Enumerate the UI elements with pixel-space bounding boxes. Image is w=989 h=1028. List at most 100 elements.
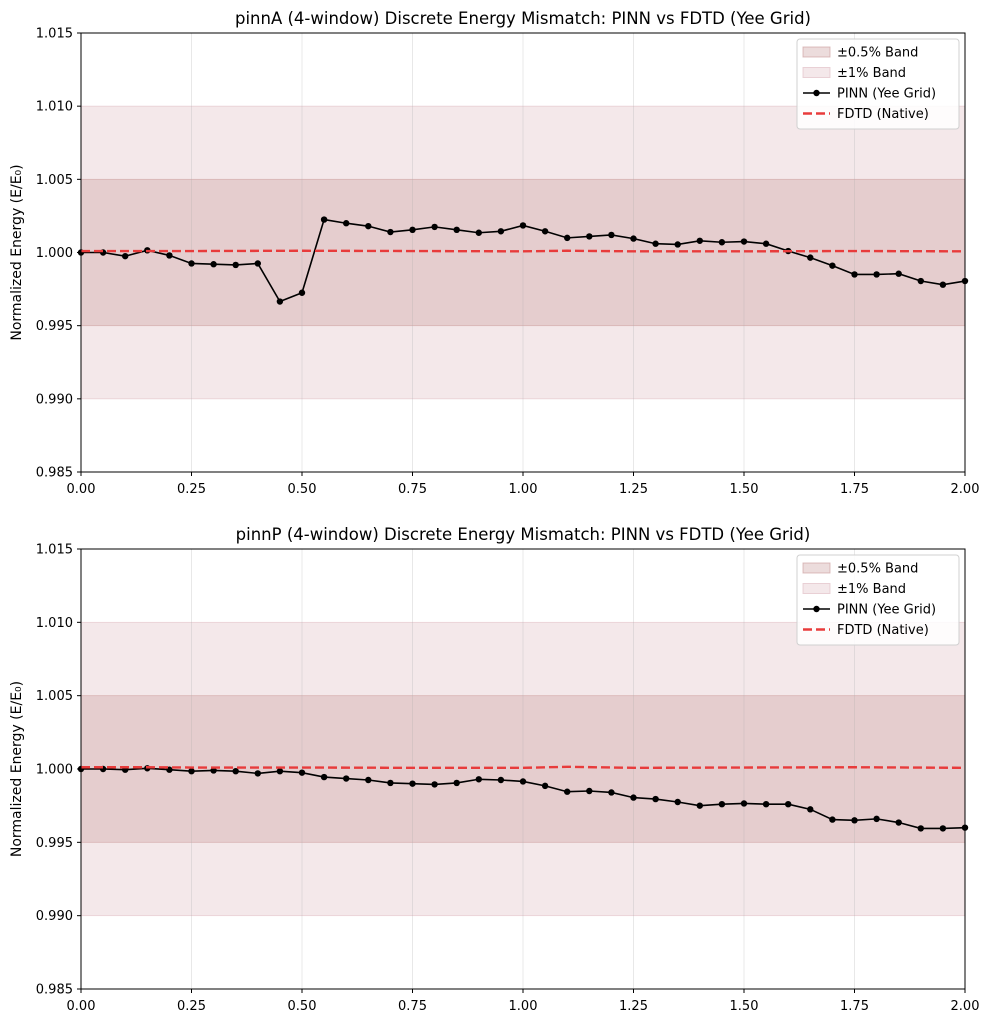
legend-box <box>796 38 960 130</box>
y-axis-label: Normalized Energy (E/E₀) <box>9 681 25 857</box>
data-point <box>365 776 372 784</box>
data-point <box>564 788 571 795</box>
data-point <box>254 260 261 267</box>
data-point <box>718 801 726 808</box>
data-point <box>674 241 681 248</box>
data-point <box>829 262 836 269</box>
data-point <box>586 233 593 240</box>
chart-title: pinnP (4-window) Discrete Energy Mismatc… <box>236 525 811 544</box>
y-tick-label: 1.015 <box>36 543 73 558</box>
data-point <box>431 781 438 788</box>
x-tick-label: 1.50 <box>730 482 759 497</box>
data-point <box>895 270 902 277</box>
chart-panel-1: 0.00 0.25 0.50 0.75 1.00 1.25 1.50 1.75 2.00 0.98… <box>9 9 979 497</box>
data-point <box>232 768 239 775</box>
chart-panel-2: 0.00 0.25 0.50 0.75 1.00 1.25 1.50 1.75 2.00 0.98… <box>9 525 979 1014</box>
data-point <box>188 260 195 267</box>
data-point <box>497 776 505 784</box>
data-point <box>873 271 880 278</box>
legend-box <box>796 554 960 646</box>
data-point <box>807 254 814 261</box>
legend-label: ±0.5% Band <box>837 46 918 61</box>
data-point <box>785 801 792 808</box>
data-point <box>166 252 173 259</box>
data-point <box>740 800 748 807</box>
legend-label: FDTD (Native) <box>837 623 929 638</box>
data-point <box>652 795 659 803</box>
x-tick-label: 1.25 <box>619 999 648 1014</box>
data-point <box>276 298 284 305</box>
legend-swatch-band-1pct <box>802 583 831 594</box>
data-point <box>343 220 350 227</box>
x-tick-label: 0.50 <box>288 482 317 497</box>
y-tick-label: 0.995 <box>36 836 73 851</box>
data-point <box>895 819 902 826</box>
data-point <box>276 768 284 775</box>
data-point <box>519 778 527 785</box>
legend-label: FDTD (Native) <box>837 107 929 122</box>
data-point <box>453 226 460 234</box>
y-tick-label: 1.010 <box>36 616 73 631</box>
data-point <box>696 237 703 244</box>
x-tick-label: 0.25 <box>177 482 206 497</box>
x-tick-label: 0.00 <box>67 482 96 497</box>
data-point <box>851 817 858 824</box>
data-point <box>851 271 858 278</box>
data-point <box>431 223 438 231</box>
x-tick-label: 0.75 <box>398 999 427 1014</box>
legend-swatch-band-1pct <box>802 67 831 78</box>
data-point <box>917 825 924 832</box>
legend-swatch-band-0-5pct <box>802 562 831 574</box>
legend: ±0.5% Band ±1% Band PINN (Yee Grid) FDTD (N… <box>796 554 960 646</box>
y-tick-label: 1.000 <box>36 246 73 261</box>
data-point <box>564 234 571 242</box>
x-tick-label: 0.75 <box>398 482 427 497</box>
data-point <box>298 289 306 296</box>
legend: ±0.5% Band ±1% Band PINN (Yee Grid) FDTD (N… <box>796 38 960 130</box>
x-tick-label: 1.00 <box>509 999 538 1014</box>
y-tick-label: 0.985 <box>36 983 73 998</box>
data-point <box>475 229 482 236</box>
data-point <box>409 226 416 234</box>
legend-label: ±1% Band <box>837 582 906 597</box>
y-tick-label: 0.995 <box>36 319 73 334</box>
y-tick-label: 0.990 <box>36 909 73 924</box>
legend-label: PINN (Yee Grid) <box>837 603 936 618</box>
series-line-fdtd <box>81 249 966 253</box>
data-point <box>939 281 947 288</box>
data-point <box>674 798 681 806</box>
x-tick-label: 0.50 <box>288 999 317 1014</box>
data-point <box>762 801 770 808</box>
data-point <box>188 768 195 775</box>
legend-marker-pinn <box>813 89 820 97</box>
legend-swatch-band-0-5pct <box>802 46 831 58</box>
data-point <box>320 216 328 223</box>
data-point <box>917 277 924 285</box>
data-point <box>652 240 659 247</box>
data-point <box>541 228 549 235</box>
x-tick-label: 1.25 <box>619 482 648 497</box>
data-point <box>608 789 615 796</box>
data-point <box>630 794 637 801</box>
data-point <box>939 825 947 832</box>
data-point <box>497 228 505 235</box>
data-point <box>387 228 394 236</box>
legend-label: ±1% Band <box>837 66 906 81</box>
data-point <box>541 782 549 790</box>
x-tick-label: 1.75 <box>840 482 869 497</box>
data-point <box>696 802 703 809</box>
data-point <box>718 239 726 246</box>
y-tick-label: 1.000 <box>36 763 73 778</box>
y-tick-label: 0.990 <box>36 392 73 407</box>
y-tick-label: 1.015 <box>36 27 73 42</box>
x-tick-label: 0.00 <box>67 999 96 1014</box>
data-point <box>630 235 637 242</box>
y-axis-label: Normalized Energy (E/E₀) <box>9 164 25 340</box>
data-point <box>210 261 217 268</box>
x-tick-label: 2.00 <box>951 482 980 497</box>
chart-title: pinnA (4-window) Discrete Energy Mismatc… <box>235 9 811 28</box>
y-tick-label: 1.010 <box>36 100 73 115</box>
series-line-fdtd <box>81 765 966 770</box>
